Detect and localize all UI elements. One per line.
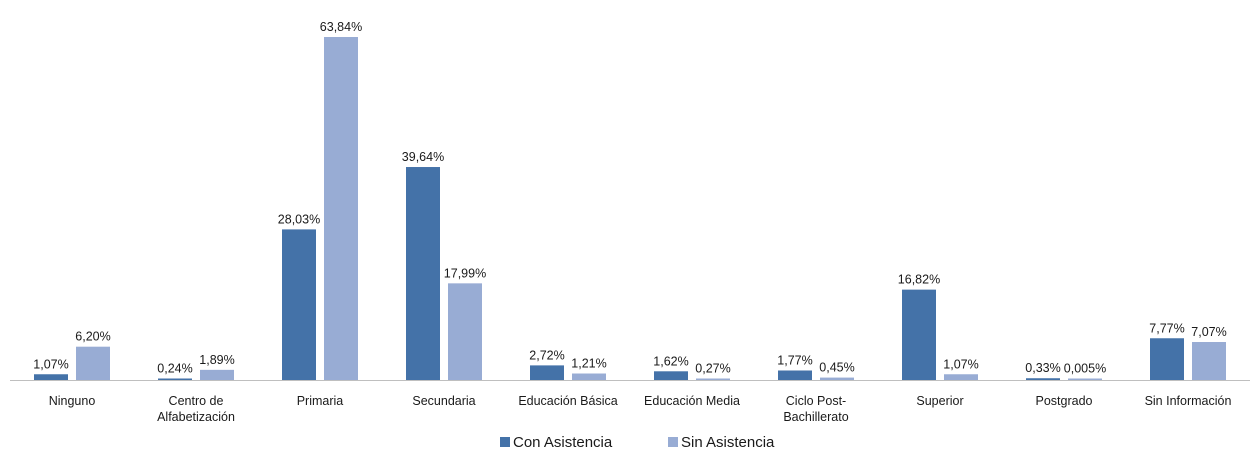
bar-sin-asistencia (200, 369, 234, 380)
data-label: 63,84% (320, 20, 362, 34)
category-label: Alfabetización (157, 410, 235, 424)
legend: Con Asistencia Sin Asistencia (500, 434, 775, 451)
data-label: 6,20% (75, 330, 110, 344)
value-labels-layer: 1,07% 6,20% 0,24% 1,89% 28,03% 63,84% 39,64% 17… (33, 20, 1226, 376)
data-label: 1,62% (653, 354, 688, 368)
bar-con-asistencia (778, 370, 812, 380)
category-label: Secundaria (412, 394, 475, 408)
category-label: Bachillerato (783, 410, 848, 424)
category-label: Centro de (169, 394, 224, 408)
data-label: 7,77% (1149, 321, 1184, 335)
category-label: Superior (916, 394, 963, 408)
bar-con-asistencia (654, 371, 688, 380)
data-label: 1,21% (571, 356, 606, 370)
data-label: 1,07% (943, 357, 978, 371)
data-label: 2,72% (529, 348, 564, 362)
bar-sin-asistencia (1068, 378, 1102, 380)
bar-con-asistencia (1026, 378, 1060, 380)
bar-con-asistencia (902, 289, 936, 380)
legend-swatch (500, 437, 510, 447)
category-label: Primaria (297, 394, 344, 408)
bar-con-asistencia (406, 167, 440, 380)
category-label: Ciclo Post- (786, 394, 846, 408)
data-label: 0,45% (819, 361, 854, 375)
bar-sin-asistencia (76, 346, 110, 380)
legend-swatch (668, 437, 678, 447)
category-labels-layer: Ninguno Centro de Alfabetización Primaria Se… (49, 394, 1232, 424)
category-label: Sin Información (1145, 394, 1232, 408)
data-label: 1,07% (33, 357, 68, 371)
data-label: 7,07% (1191, 325, 1226, 339)
bars-layer (34, 37, 1226, 380)
bar-sin-asistencia (324, 37, 358, 380)
data-label: 39,64% (402, 150, 444, 164)
data-label: 1,77% (777, 353, 812, 367)
bar-sin-asistencia (944, 374, 978, 380)
data-label: 1,89% (199, 353, 234, 367)
bar-sin-asistencia (572, 373, 606, 380)
data-label: 0,24% (157, 362, 192, 376)
data-label: 28,03% (278, 212, 320, 226)
bar-con-asistencia (530, 365, 564, 380)
data-label: 17,99% (444, 266, 486, 280)
category-label: Educación Básica (518, 394, 617, 408)
bar-sin-asistencia (1192, 342, 1226, 380)
bar-con-asistencia (34, 374, 68, 380)
legend-label: Con Asistencia (513, 434, 613, 451)
category-label: Ninguno (49, 394, 96, 408)
bar-con-asistencia (158, 378, 192, 380)
bar-sin-asistencia (820, 377, 854, 380)
bar-con-asistencia (1150, 338, 1184, 380)
legend-label: Sin Asistencia (681, 434, 775, 451)
bar-sin-asistencia (448, 283, 482, 380)
category-label: Postgrado (1036, 394, 1093, 408)
category-label: Educación Media (644, 394, 740, 408)
bar-sin-asistencia (696, 378, 730, 380)
data-label: 0,005% (1064, 362, 1106, 376)
bar-con-asistencia (282, 229, 316, 380)
data-label: 0,27% (695, 362, 730, 376)
data-label: 16,82% (898, 273, 940, 287)
data-label: 0,33% (1025, 361, 1060, 375)
